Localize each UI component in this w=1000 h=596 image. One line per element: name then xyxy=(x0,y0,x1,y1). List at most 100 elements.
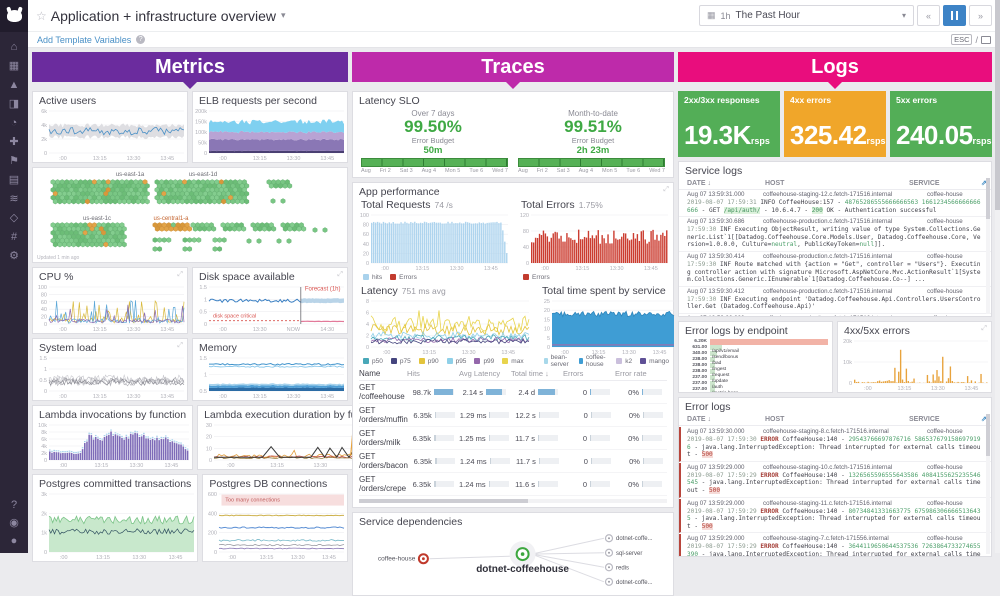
legend-item[interactable]: p99 xyxy=(474,358,494,365)
favorite-star-icon[interactable]: ☆ xyxy=(36,9,47,23)
column-header[interactable]: SERVICE xyxy=(909,180,983,187)
tile-5xx[interactable]: 5xx errors 240.05rsps xyxy=(890,91,992,157)
slo-status-bar[interactable] xyxy=(518,158,665,167)
legend-item[interactable]: hits xyxy=(363,274,382,281)
toplist-row[interactable]: 631.00/send/bonus xyxy=(683,345,828,351)
column-header[interactable]: Name xyxy=(359,369,407,378)
fullscreen-icon[interactable] xyxy=(981,36,991,44)
legend-item[interactable]: mango xyxy=(640,358,669,365)
expand-icon[interactable]: ⤢ xyxy=(981,325,987,333)
help-icon[interactable]: ? xyxy=(136,35,145,44)
toplist-row[interactable]: 237.00/metric-base xyxy=(683,380,828,386)
datadog-logo[interactable] xyxy=(0,0,28,32)
toplist-row[interactable]: 6.20K/api/v1/email xyxy=(683,339,828,345)
watchdog-icon[interactable]: ⌂ xyxy=(11,42,18,53)
dashboards-icon[interactable]: ▦ xyxy=(9,61,19,72)
time-backward-button[interactable]: « xyxy=(917,5,940,26)
legend-item[interactable]: p95 xyxy=(447,358,467,365)
apm-icon[interactable]: ⚑ xyxy=(9,156,19,167)
logs-icon[interactable]: ≋ xyxy=(9,194,18,205)
legend-item[interactable]: Errors xyxy=(523,274,550,281)
vertical-scrollbar[interactable] xyxy=(986,414,990,554)
column-header[interactable]: Avg Latency xyxy=(459,369,511,378)
legend-item[interactable]: bean-server xyxy=(544,354,571,368)
legend-item[interactable]: k2 xyxy=(616,358,632,365)
column-header[interactable]: Errors xyxy=(563,369,615,378)
legend-item[interactable]: p90 xyxy=(419,358,439,365)
horizontal-scrollbar[interactable] xyxy=(359,499,667,503)
column-header[interactable]: HOST xyxy=(765,180,909,187)
expand-icon[interactable]: ⤢ xyxy=(177,271,183,279)
expand-icon[interactable]: ⤢ xyxy=(663,186,669,194)
security-icon[interactable]: # xyxy=(11,232,17,243)
expand-icon[interactable]: ⤢ xyxy=(337,271,343,279)
column-header[interactable]: Error rate xyxy=(615,369,667,378)
toplist-row[interactable]: 237.00/search xyxy=(683,392,828,393)
toplist-row[interactable]: 238.00/update xyxy=(683,368,828,374)
vertical-scrollbar[interactable] xyxy=(986,178,990,314)
pause-button[interactable] xyxy=(943,5,966,26)
toplist-row[interactable]: 340.00/bad xyxy=(683,351,828,357)
slo-status-bar[interactable] xyxy=(361,158,508,167)
column-header[interactable]: SERVICE xyxy=(909,416,983,423)
settings-icon[interactable]: ⚙ xyxy=(9,251,19,262)
column-header[interactable]: Hits xyxy=(407,369,459,378)
page-scrollbar[interactable] xyxy=(995,0,1000,553)
organization-icon[interactable]: ◉ xyxy=(9,518,19,529)
metrics-icon[interactable]: ◔ xyxy=(11,118,18,129)
column-header[interactable]: DATE ↓ xyxy=(687,180,765,187)
synthetics-icon[interactable]: ◇ xyxy=(10,213,18,224)
legend-item[interactable]: coffee-house xyxy=(579,354,608,368)
legend-item[interactable]: max xyxy=(502,358,523,365)
time-forward-button[interactable]: » xyxy=(969,5,992,26)
toplist-row[interactable]: 237.00/auth xyxy=(683,374,828,380)
expand-icon[interactable]: ⤢ xyxy=(177,342,183,350)
tile-2xx-3xx[interactable]: 2xx/3xx responses 19.3Krsps xyxy=(678,91,780,157)
legend-item[interactable]: Errors xyxy=(390,274,417,281)
chevron-down-icon[interactable]: ▾ xyxy=(281,10,286,21)
infrastructure-icon[interactable]: ▲ xyxy=(9,80,20,91)
toplist-row[interactable]: 238.00/request xyxy=(683,363,828,369)
legend-item[interactable]: p50 xyxy=(363,358,383,365)
column-header[interactable]: Total time ↓ xyxy=(511,369,563,378)
notebooks-icon[interactable]: ▤ xyxy=(9,175,19,186)
tile-4xx[interactable]: 4xx errors 325.42rsps xyxy=(784,91,886,157)
time-range-selector[interactable]: ▦ 1h The Past Hour ▾ xyxy=(699,5,914,26)
log-row[interactable]: Aug 07 13:59:30.220coffeehouse-productio… xyxy=(679,314,991,317)
integrations-icon[interactable]: ✚ xyxy=(9,137,18,148)
user-avatar-icon[interactable]: ● xyxy=(11,536,18,547)
help-icon[interactable]: ? xyxy=(11,500,17,511)
column-header[interactable]: HOST xyxy=(765,416,909,423)
toplist-row[interactable]: 238.00/ingest xyxy=(683,357,828,363)
add-template-variables-link[interactable]: Add Template Variables xyxy=(37,35,131,45)
